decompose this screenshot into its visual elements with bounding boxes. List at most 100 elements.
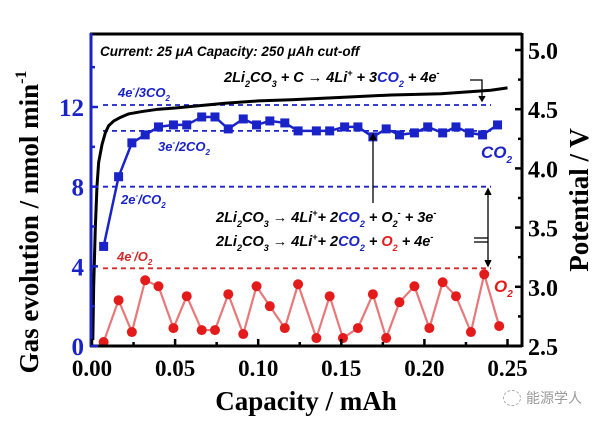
double-arrow-bottom-head (484, 259, 492, 268)
reaction-connectors (369, 79, 492, 268)
ref-label-2e-co2: 2e-/CO2 (120, 191, 166, 210)
o2-point (450, 291, 461, 302)
y-left-tick-label: 4 (72, 254, 85, 281)
r3-part: + 4e (398, 234, 431, 250)
y-right-axis-title-text: Potential / V (564, 128, 594, 272)
o2-point (437, 277, 448, 288)
o2-point (209, 325, 220, 336)
co2-point (182, 120, 192, 130)
r2-part: + 2 (318, 210, 339, 226)
r3-co2: CO (338, 234, 360, 250)
y-right-tick-label: 3.0 (528, 276, 558, 302)
o2-point (381, 333, 392, 344)
x-tick-label: 0.25 (487, 356, 527, 381)
x-tick-labels: 0.00 0.05 0.10 0.15 0.20 0.25 (72, 356, 528, 381)
svg-text:Gas evolution / nmol min-1: Gas evolution / nmol min-1 (13, 71, 44, 374)
reaction-3: 2Li2CO3 → 4Li++ 2CO2 + O2 + 4e- (215, 232, 433, 253)
potential-curve (91, 86, 508, 341)
reaction-1-arrow-head (478, 95, 486, 103)
r3-sub: 2 (359, 243, 365, 253)
reaction-1-bracket (470, 79, 483, 100)
y-left-tick-label: 8 (72, 175, 85, 202)
y-right-tick-label: 5.0 (528, 39, 558, 65)
legend-o2: O2 (494, 277, 513, 300)
ref-label-4e-o2: 4e-/O2 (116, 248, 153, 267)
r2-co2: CO (338, 210, 360, 226)
r2-part: CO (242, 210, 264, 226)
o2-point (153, 281, 164, 292)
r2-part: 2Li (215, 210, 238, 226)
r1-sup: + (347, 68, 353, 78)
y-left-tick-labels: 0 4 8 12 (59, 95, 85, 361)
y-left-axis-title-sup: -1 (13, 71, 30, 84)
co2-point (153, 122, 163, 132)
o2-point (251, 281, 262, 292)
r1-part: + C → 4Li (277, 70, 348, 86)
y-right-tick-label: 2.5 (528, 335, 558, 361)
y-right-tick-label: 4.0 (528, 157, 558, 183)
r3-part: + (365, 234, 382, 250)
reaction-2-arrow-head (369, 132, 377, 141)
o2-point (293, 279, 304, 290)
r2-sub: 2 (359, 219, 365, 229)
r3-o2: O (381, 234, 393, 250)
o2-point (181, 291, 192, 302)
r1-sub: 2 (244, 79, 250, 89)
y-left-tick-label: 12 (59, 95, 84, 122)
y-left-axis-title-text: Gas evolution / nmol min (14, 84, 44, 374)
co2-point (493, 120, 503, 130)
r3-part: CO (242, 234, 264, 250)
o2-point (140, 275, 151, 286)
o2-point (409, 281, 420, 292)
o2-point (264, 301, 275, 312)
o2-point (479, 269, 490, 280)
co2-point (127, 138, 137, 148)
co2-point (210, 112, 220, 122)
o2-point (223, 289, 234, 300)
x-tick-label: 0.15 (321, 356, 361, 381)
co2-point (140, 130, 150, 140)
y-right-tick-labels: 2.5 3.0 3.5 4.0 4.5 5.0 (528, 39, 558, 361)
reference-line-labels: 4e-/3CO2 3e-/2CO2 2e-/CO2 4e-/O2 (116, 84, 210, 267)
reaction-1: 2Li2CO3 + C → 4Li+ + 3CO2 + 4e- (223, 68, 440, 89)
o2-point (352, 323, 363, 334)
r3-sup: - (430, 232, 433, 242)
co2-point (238, 114, 248, 124)
co2-point (464, 128, 474, 138)
r3-sub: 2 (392, 243, 398, 253)
ref-label-4e-3co2: 4e-/3CO2 (117, 84, 170, 103)
x-tick-label: 0.20 (404, 356, 444, 381)
o2-point (279, 323, 290, 334)
r2-sup: + (312, 208, 318, 218)
co2-point (325, 126, 335, 136)
co2-point (280, 118, 290, 128)
x-tick-label: 0.10 (238, 356, 278, 381)
r3-sup: + (312, 232, 318, 242)
co2-point (409, 128, 419, 138)
co2-point (340, 122, 350, 132)
r2-part: + O (365, 210, 394, 226)
r3-sub: 2 (236, 243, 242, 253)
r1-sub: 2 (398, 79, 404, 89)
y-right-tick-label: 4.5 (528, 98, 558, 124)
co2-point (311, 126, 321, 136)
y-left-tick-label: 0 (72, 334, 85, 361)
co2-point (293, 126, 303, 136)
o2-point (465, 327, 476, 338)
x-tick-label: 0.05 (155, 356, 195, 381)
legend-co2: CO2 (481, 143, 513, 166)
o2-point (196, 325, 207, 336)
r3-part: + 2 (318, 234, 339, 250)
r2-part: → 4Li (269, 210, 313, 226)
r3-sub: 3 (264, 243, 269, 253)
co2-point (114, 172, 124, 182)
r2-sub: 2 (392, 219, 398, 229)
co2-point (99, 241, 109, 251)
reaction-2: 2Li2CO3 → 4Li++ 2CO2 + O2- + 3e- (215, 208, 436, 229)
co2-point (223, 124, 233, 134)
x-tick-label: 0.00 (72, 356, 112, 381)
co2-point (197, 112, 207, 122)
o2-point (168, 323, 179, 334)
r2-sup: - (398, 208, 401, 218)
